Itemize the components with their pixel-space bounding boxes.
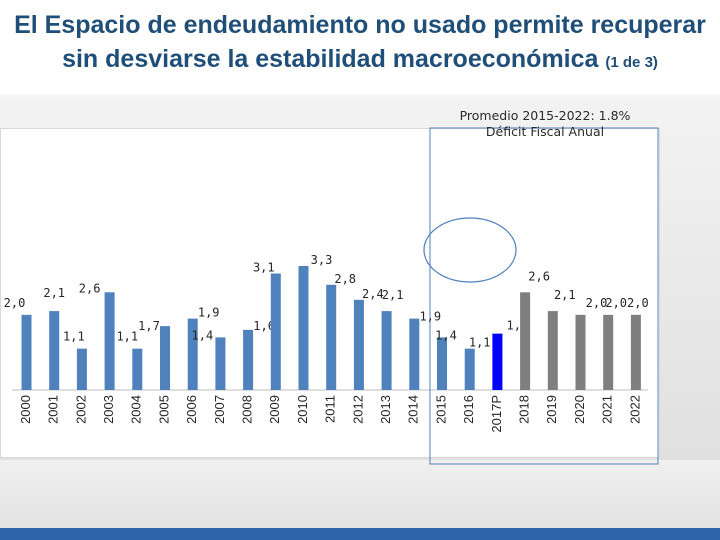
tick-label-2006: 2006 bbox=[184, 395, 199, 424]
bar-2007 bbox=[215, 337, 226, 390]
tick-label-2003: 2003 bbox=[101, 395, 116, 424]
tick-label-2015: 2015 bbox=[433, 395, 448, 424]
bar-2010 bbox=[298, 266, 309, 390]
title-line-1: El Espacio de endeudamiento no usado per… bbox=[14, 11, 706, 39]
tick-label-2008: 2008 bbox=[240, 395, 255, 424]
data-label-2009: 3,1 bbox=[253, 261, 275, 275]
tick-label-2022: 2022 bbox=[627, 395, 642, 424]
title-line-2: sin desviarse la estabilidad macroeconóm… bbox=[0, 42, 720, 80]
highlight-ellipse bbox=[423, 217, 517, 283]
data-label-2003: 2,6 bbox=[79, 281, 101, 295]
data-label-2011: 2,8 bbox=[334, 272, 356, 286]
tick-label-2001: 2001 bbox=[46, 395, 61, 424]
data-label-2018: 2,6 bbox=[528, 269, 550, 283]
bar-2002 bbox=[76, 348, 87, 390]
tick-label-2019: 2019 bbox=[544, 395, 559, 424]
page-title: El Espacio de endeudamiento no usado per… bbox=[0, 8, 720, 80]
title-line-2-text: sin desviarse la estabilidad macroeconóm… bbox=[62, 45, 599, 73]
bar-2021 bbox=[603, 314, 614, 390]
average-annotation: Promedio 2015-2022: 1.8% Déficit Fiscal … bbox=[425, 108, 665, 140]
bar-2016 bbox=[464, 348, 475, 390]
data-label-2005: 1,7 bbox=[138, 319, 160, 333]
bar-2001 bbox=[49, 311, 60, 390]
data-label-2021: 2,0 bbox=[605, 296, 627, 310]
bar-2006 bbox=[187, 318, 198, 390]
data-label-2016: 1,1 bbox=[469, 336, 491, 350]
tick-label-2013: 2013 bbox=[378, 395, 393, 424]
data-label-2015: 1,4 bbox=[435, 328, 457, 342]
data-label-2007: 1,4 bbox=[192, 328, 214, 342]
data-label-2002: 1,1 bbox=[63, 330, 85, 344]
bar-2022 bbox=[630, 314, 641, 390]
bar-2004 bbox=[132, 348, 143, 390]
title-page-note: (1 de 3) bbox=[605, 54, 658, 71]
footer-bar bbox=[0, 528, 720, 540]
bar-2017P bbox=[492, 333, 503, 390]
tick-label-2016: 2016 bbox=[461, 395, 476, 424]
data-label-2000: 2,0 bbox=[4, 296, 26, 310]
tick-label-2014: 2014 bbox=[406, 395, 421, 424]
data-label-2008: 1,6 bbox=[253, 319, 275, 333]
annotation-subtitle: Déficit Fiscal Anual bbox=[485, 124, 605, 139]
bar-2003 bbox=[104, 292, 115, 390]
background-lower-band bbox=[0, 460, 720, 540]
data-label-2013: 2,1 bbox=[382, 288, 404, 302]
tick-label-2007: 2007 bbox=[212, 395, 227, 424]
bar-2019 bbox=[547, 311, 558, 390]
bar-2013 bbox=[381, 311, 392, 390]
tick-label-2011: 2011 bbox=[323, 395, 338, 423]
tick-label-2021: 2021 bbox=[600, 395, 615, 424]
data-label-2012: 2,4 bbox=[362, 287, 384, 301]
data-label-2020: 2,0 bbox=[586, 296, 608, 310]
bar-2008 bbox=[243, 329, 254, 390]
tick-label-2000: 2000 bbox=[18, 395, 33, 424]
tick-label-2004: 2004 bbox=[129, 395, 144, 424]
bar-2014 bbox=[409, 318, 420, 390]
tick-label-2009: 2009 bbox=[267, 395, 282, 424]
bar-2018 bbox=[520, 292, 531, 390]
tick-label-2005: 2005 bbox=[156, 395, 171, 424]
bar-2005 bbox=[160, 326, 170, 390]
bar-2012 bbox=[353, 299, 364, 390]
data-label-2014: 1,9 bbox=[419, 310, 441, 324]
tick-label-2012: 2012 bbox=[350, 395, 365, 424]
projection-box bbox=[429, 127, 659, 465]
bar-2000 bbox=[21, 314, 32, 390]
tick-label-2020: 2020 bbox=[572, 395, 587, 424]
data-label-2004: 1,1 bbox=[116, 330, 138, 344]
data-label-2022: 2,0 bbox=[627, 296, 649, 310]
tick-label-2010: 2010 bbox=[295, 395, 310, 424]
bar-2011 bbox=[326, 284, 337, 390]
data-label-2019: 2,1 bbox=[554, 288, 576, 302]
bar-2009 bbox=[270, 273, 281, 390]
bar-2015 bbox=[437, 337, 447, 390]
data-label-2006: 1,9 bbox=[198, 306, 220, 320]
data-label-2001: 2,1 bbox=[43, 286, 65, 300]
tick-label-2002: 2002 bbox=[73, 395, 88, 424]
annotation-average: Promedio 2015-2022: 1.8% bbox=[459, 108, 631, 123]
tick-label-2017P: 2017P bbox=[489, 395, 504, 433]
tick-label-2018: 2018 bbox=[517, 395, 532, 424]
bar-2020 bbox=[575, 314, 586, 390]
data-label-2010: 3,3 bbox=[311, 253, 333, 267]
